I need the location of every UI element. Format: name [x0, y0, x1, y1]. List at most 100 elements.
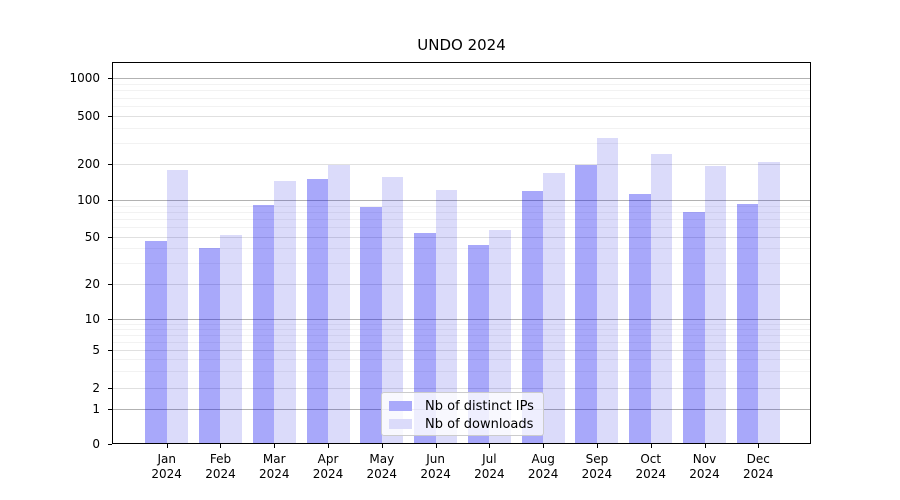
bar-downloads [650, 153, 673, 443]
gridline [113, 236, 810, 238]
y-tick-label: 50 [84, 229, 100, 244]
x-tick-label: Jun 2024 [405, 452, 467, 482]
legend-item-distinct-ips: Nb of distinct IPs [382, 397, 543, 415]
y-tick-label: 10 [84, 312, 100, 326]
x-tick-label: Aug 2024 [512, 452, 574, 482]
y-tick [108, 387, 112, 389]
x-label-month: Aug [531, 452, 555, 466]
x-label-month: Jun [426, 452, 445, 466]
gridline-minor [113, 248, 810, 250]
gridline-minor [113, 211, 810, 213]
bar-downloads [274, 180, 296, 443]
x-tick [328, 444, 330, 448]
x-label-month: Jul [482, 452, 497, 466]
x-label-year: 2024 [474, 467, 505, 481]
x-label-month: Dec [746, 452, 770, 466]
x-tick-label: Feb 2024 [189, 452, 251, 482]
x-label-month: Mar [262, 452, 286, 466]
gridline-minor [113, 84, 810, 86]
bar-downloads [381, 177, 404, 443]
x-label-year: 2024 [635, 467, 666, 481]
y-tick [108, 116, 112, 117]
y-tick-label: 1 [92, 401, 100, 416]
x-tick-label: Apr 2024 [297, 452, 359, 482]
gridline-minor [113, 359, 810, 361]
y-tick [108, 444, 112, 445]
y-tick-label: 2 [92, 380, 100, 395]
bar-downloads [543, 173, 565, 443]
bar-distinct-ips [736, 204, 759, 443]
x-tick [758, 444, 760, 448]
x-label-year: 2024 [258, 467, 290, 481]
x-tick [220, 444, 222, 448]
gridline-minor [113, 263, 810, 265]
legend-swatch-distinct-ips [389, 401, 412, 411]
y-tick-label: 20 [84, 277, 100, 292]
gridline-minor [113, 227, 810, 229]
x-label-year: 2024 [205, 467, 236, 481]
x-label-month: Apr [317, 452, 339, 466]
gridline [113, 164, 810, 165]
gridline [113, 350, 810, 351]
x-label-year: 2024 [312, 467, 344, 481]
gridline-minor [113, 90, 810, 92]
x-tick [650, 444, 652, 448]
legend: Nb of distinct IPs Nb of downloads [381, 392, 544, 436]
legend-swatch-downloads [389, 419, 412, 429]
bar-distinct-ips [683, 212, 705, 443]
legend-label: Nb of downloads [425, 416, 534, 432]
bar-downloads [596, 138, 619, 443]
bar-distinct-ips [629, 194, 651, 443]
x-label-year: 2024 [581, 467, 613, 481]
y-tick [108, 350, 112, 351]
x-label-year: 2024 [151, 467, 182, 481]
bar-downloads [489, 229, 511, 443]
x-label-year: 2024 [527, 467, 559, 481]
y-tick [108, 319, 112, 320]
bar-downloads [704, 165, 726, 443]
y-tick [108, 408, 112, 410]
y-tick-label: 500 [77, 109, 100, 123]
gridline-minor [113, 97, 810, 99]
x-tick [166, 444, 168, 448]
x-label-month: Feb [209, 452, 232, 466]
bar-downloads [758, 162, 780, 443]
x-label-year: 2024 [689, 467, 720, 481]
x-label-year: 2024 [742, 467, 774, 481]
x-tick [274, 444, 276, 448]
bar-distinct-ips [145, 241, 167, 443]
gridline-minor [113, 323, 810, 325]
x-tick-label: Jul 2024 [458, 452, 520, 482]
x-tick [489, 444, 491, 448]
chart-title: UNDO 2024 [417, 36, 506, 54]
x-tick-label: May 2024 [351, 452, 413, 482]
y-tick [108, 236, 112, 238]
x-tick-label: Jan 2024 [136, 452, 198, 482]
plot-area [112, 62, 811, 444]
y-tick-label: 1000 [69, 71, 100, 86]
gridline-minor [113, 371, 810, 373]
x-tick [596, 444, 598, 448]
legend-item-downloads: Nb of downloads [382, 415, 543, 433]
y-tick-label: 200 [77, 157, 100, 171]
x-tick-label: Mar 2024 [243, 452, 305, 482]
x-tick [704, 444, 706, 448]
gridline-minor [113, 205, 810, 207]
bar-distinct-ips [198, 248, 221, 443]
bar-distinct-ips [575, 164, 597, 443]
bar-distinct-ips [521, 190, 544, 443]
x-tick-label: Sep 2024 [566, 452, 628, 482]
x-label-month: May [369, 452, 395, 466]
x-tick-label: Oct 2024 [620, 452, 682, 482]
y-tick-label: 0 [92, 437, 100, 451]
x-tick [543, 444, 545, 448]
bar-downloads [220, 234, 242, 443]
legend-label: Nb of distinct IPs [425, 398, 534, 414]
gridline-minor [113, 218, 810, 220]
bar-downloads [435, 190, 458, 443]
x-tick-label: Dec 2024 [727, 452, 789, 482]
x-label-month: Oct [640, 452, 662, 466]
gridline [113, 116, 810, 117]
bar-distinct-ips [306, 178, 329, 443]
